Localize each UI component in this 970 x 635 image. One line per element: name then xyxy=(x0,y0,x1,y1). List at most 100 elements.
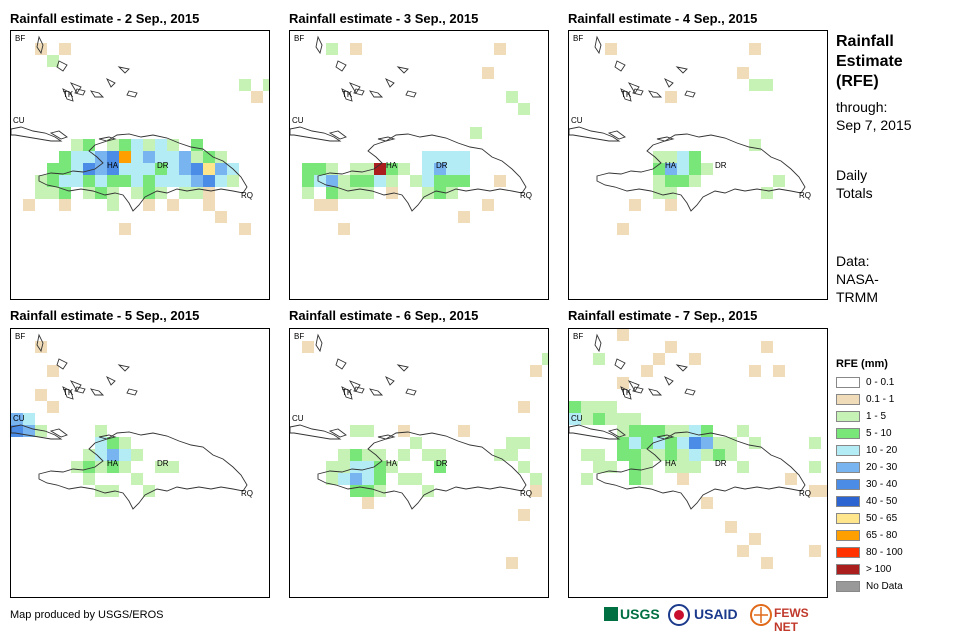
legend-label: > 100 xyxy=(866,564,892,575)
map-label-dr: DR xyxy=(436,459,448,468)
map-label-tk: TK xyxy=(342,90,353,99)
map-svg-1: BF CU TK HA DR RQ xyxy=(290,34,532,235)
legend-label: 65 - 80 xyxy=(866,530,898,541)
map-label-ha: HA xyxy=(107,459,119,468)
legend-item: 0 - 0.1 xyxy=(836,376,956,390)
side-title-line-2: Estimate xyxy=(836,53,903,70)
legend-label: 20 - 30 xyxy=(866,462,898,473)
panel-title-sep4: Rainfall estimate - 4 Sep., 2015 xyxy=(568,11,758,26)
data-line-1: Data: xyxy=(836,253,870,269)
map-label-ha: HA xyxy=(386,161,398,170)
map-svg-0: BF CU TK HA DR RQ xyxy=(11,34,269,235)
map-label-ha: HA xyxy=(386,459,398,468)
legend-item: No Data xyxy=(836,580,956,594)
side-title: Rainfall Estimate (RFE) xyxy=(836,32,903,92)
map-label-rq: RQ xyxy=(241,191,253,200)
map-svg-4: BF CU TK HA DR RQ xyxy=(290,332,548,569)
legend-label: 80 - 100 xyxy=(866,547,903,558)
map-label-dr: DR xyxy=(715,459,727,468)
legend-label: 30 - 40 xyxy=(866,479,898,490)
usgs-logo: USGS xyxy=(604,606,660,622)
map-label-cu: CU xyxy=(13,414,25,423)
legend-item: 50 - 65 xyxy=(836,512,956,526)
legend-label: 1 - 5 xyxy=(866,411,887,422)
map-label-bf: BF xyxy=(294,34,304,43)
map-label-rq: RQ xyxy=(520,489,532,498)
map-label-ha: HA xyxy=(665,161,677,170)
through-date: through: Sep 7, 2015 xyxy=(836,98,912,134)
map-label-rq: RQ xyxy=(799,489,811,498)
legend-swatch xyxy=(836,496,860,507)
legend-item: 20 - 30 xyxy=(836,461,956,475)
legend-swatch xyxy=(836,564,860,575)
legend-swatch xyxy=(836,394,860,405)
map-label-ha: HA xyxy=(107,161,119,170)
legend-label: 0.1 - 1 xyxy=(866,394,895,405)
map-label-tk: TK xyxy=(63,388,74,397)
map-label-rq: RQ xyxy=(241,489,253,498)
legend-swatch xyxy=(836,377,860,388)
logo-strip: USGS USAID FEWS NET xyxy=(604,603,828,634)
legend-swatch xyxy=(836,479,860,490)
legend-swatch xyxy=(836,547,860,558)
legend-swatch xyxy=(836,581,860,592)
map-label-ha: HA xyxy=(665,459,677,468)
legend-label: 40 - 50 xyxy=(866,496,898,507)
map-label-bf: BF xyxy=(15,332,25,341)
map-label-dr: DR xyxy=(157,161,169,170)
map-panel-sep3: BF CU TK HA DR RQ xyxy=(289,30,549,300)
map-label-dr: DR xyxy=(715,161,727,170)
map-label-cu: CU xyxy=(571,414,583,423)
usaid-seal-icon xyxy=(668,604,690,629)
data-source: Data: NASA- TRMM xyxy=(836,252,879,306)
map-label-cu: CU xyxy=(13,116,25,125)
legend-label: 0 - 0.1 xyxy=(866,377,895,388)
map-label-cu: CU xyxy=(292,414,304,423)
map-label-rq: RQ xyxy=(520,191,532,200)
panel-title-sep2: Rainfall estimate - 2 Sep., 2015 xyxy=(10,11,200,26)
legend-item: 10 - 20 xyxy=(836,444,956,458)
map-svg-5: BF CU TK HA DR RQ xyxy=(569,329,827,569)
map-label-bf: BF xyxy=(15,34,25,43)
legend-item: 80 - 100 xyxy=(836,546,956,560)
data-line-3: TRMM xyxy=(836,289,878,305)
map-label-tk: TK xyxy=(342,388,353,397)
map-panel-sep2: BF CU TK HA DR RQ xyxy=(10,30,270,300)
usgs-wave-icon xyxy=(604,607,618,621)
map-label-bf: BF xyxy=(294,332,304,341)
map-label-cu: CU xyxy=(292,116,304,125)
daily-totals: Daily Totals xyxy=(836,166,873,202)
map-label-tk: TK xyxy=(621,90,632,99)
map-label-dr: DR xyxy=(157,459,169,468)
map-panel-sep7: BF CU TK HA DR RQ xyxy=(568,328,828,598)
legend-swatch xyxy=(836,462,860,473)
legend-title: RFE (mm) xyxy=(836,358,888,370)
legend-item: 40 - 50 xyxy=(836,495,956,509)
legend-item: 5 - 10 xyxy=(836,427,956,441)
map-label-bf: BF xyxy=(573,332,583,341)
map-panel-sep6: BF CU TK HA DR RQ xyxy=(289,328,549,598)
panel-title-sep3: Rainfall estimate - 3 Sep., 2015 xyxy=(289,11,479,26)
map-label-cu: CU xyxy=(571,116,583,125)
map-panel-sep5: BF CU TK HA DR RQ xyxy=(10,328,270,598)
panel-title-sep5: Rainfall estimate - 5 Sep., 2015 xyxy=(10,308,200,323)
map-svg-3: BF CU TK HA DR RQ xyxy=(11,332,253,510)
legend-swatch xyxy=(836,530,860,541)
map-label-tk: TK xyxy=(63,90,74,99)
side-title-line-3: (RFE) xyxy=(836,73,879,90)
side-title-line-1: Rainfall xyxy=(836,33,894,50)
legend-item: 65 - 80 xyxy=(836,529,956,543)
panel-title-sep6: Rainfall estimate - 6 Sep., 2015 xyxy=(289,308,479,323)
legend-item: > 100 xyxy=(836,563,956,577)
map-label-bf: BF xyxy=(573,34,583,43)
legend-item: 1 - 5 xyxy=(836,410,956,424)
legend-item: 0.1 - 1 xyxy=(836,393,956,407)
legend-label: 50 - 65 xyxy=(866,513,898,524)
through-label: through: xyxy=(836,99,888,115)
legend-item: 30 - 40 xyxy=(836,478,956,492)
panel-title-sep7: Rainfall estimate - 7 Sep., 2015 xyxy=(568,308,758,323)
daily-line-2: Totals xyxy=(836,185,873,201)
fewsnet-logo: FEWS NET xyxy=(774,606,809,634)
legend-swatch xyxy=(836,428,860,439)
data-line-2: NASA- xyxy=(836,271,879,287)
